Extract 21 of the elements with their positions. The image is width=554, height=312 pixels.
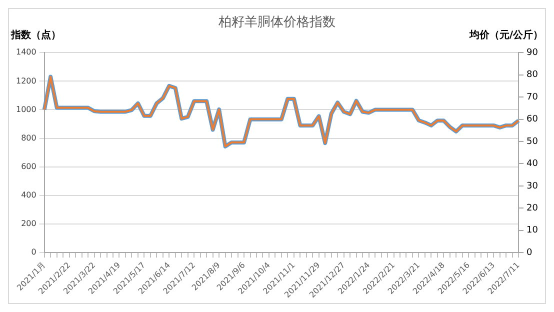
y2-tick-label: 50 (526, 136, 538, 147)
y2-tick-label: 10 (526, 226, 538, 236)
y-tick-label: 400 (21, 190, 36, 200)
y-tick-label: 1200 (16, 76, 36, 86)
y2-tick-label: 20 (526, 204, 538, 214)
y-tick-label: 1400 (16, 48, 36, 57)
y2-tick-label: 0 (526, 248, 533, 258)
y-tick-label: 1000 (16, 104, 36, 114)
y-tick-label: 800 (21, 133, 36, 142)
y2-tick-label: 60 (526, 114, 538, 125)
y2-tick-label: 70 (526, 92, 538, 102)
y2-tick-label: 30 (526, 181, 538, 192)
y2-tick-label: 80 (526, 70, 538, 80)
y-tick-label: 600 (21, 162, 36, 171)
y2-tick-label: 40 (526, 159, 538, 170)
y-tick-label: 200 (21, 219, 36, 228)
y-axis-title: 指数（点） (10, 29, 61, 42)
y2-axis-title: 均价（元/公斤） (468, 29, 543, 42)
y2-tick-label: 90 (526, 48, 538, 58)
chart-title: 柏籽羊胴体价格指数 (218, 15, 336, 30)
y-tick-label: 0 (31, 248, 36, 257)
